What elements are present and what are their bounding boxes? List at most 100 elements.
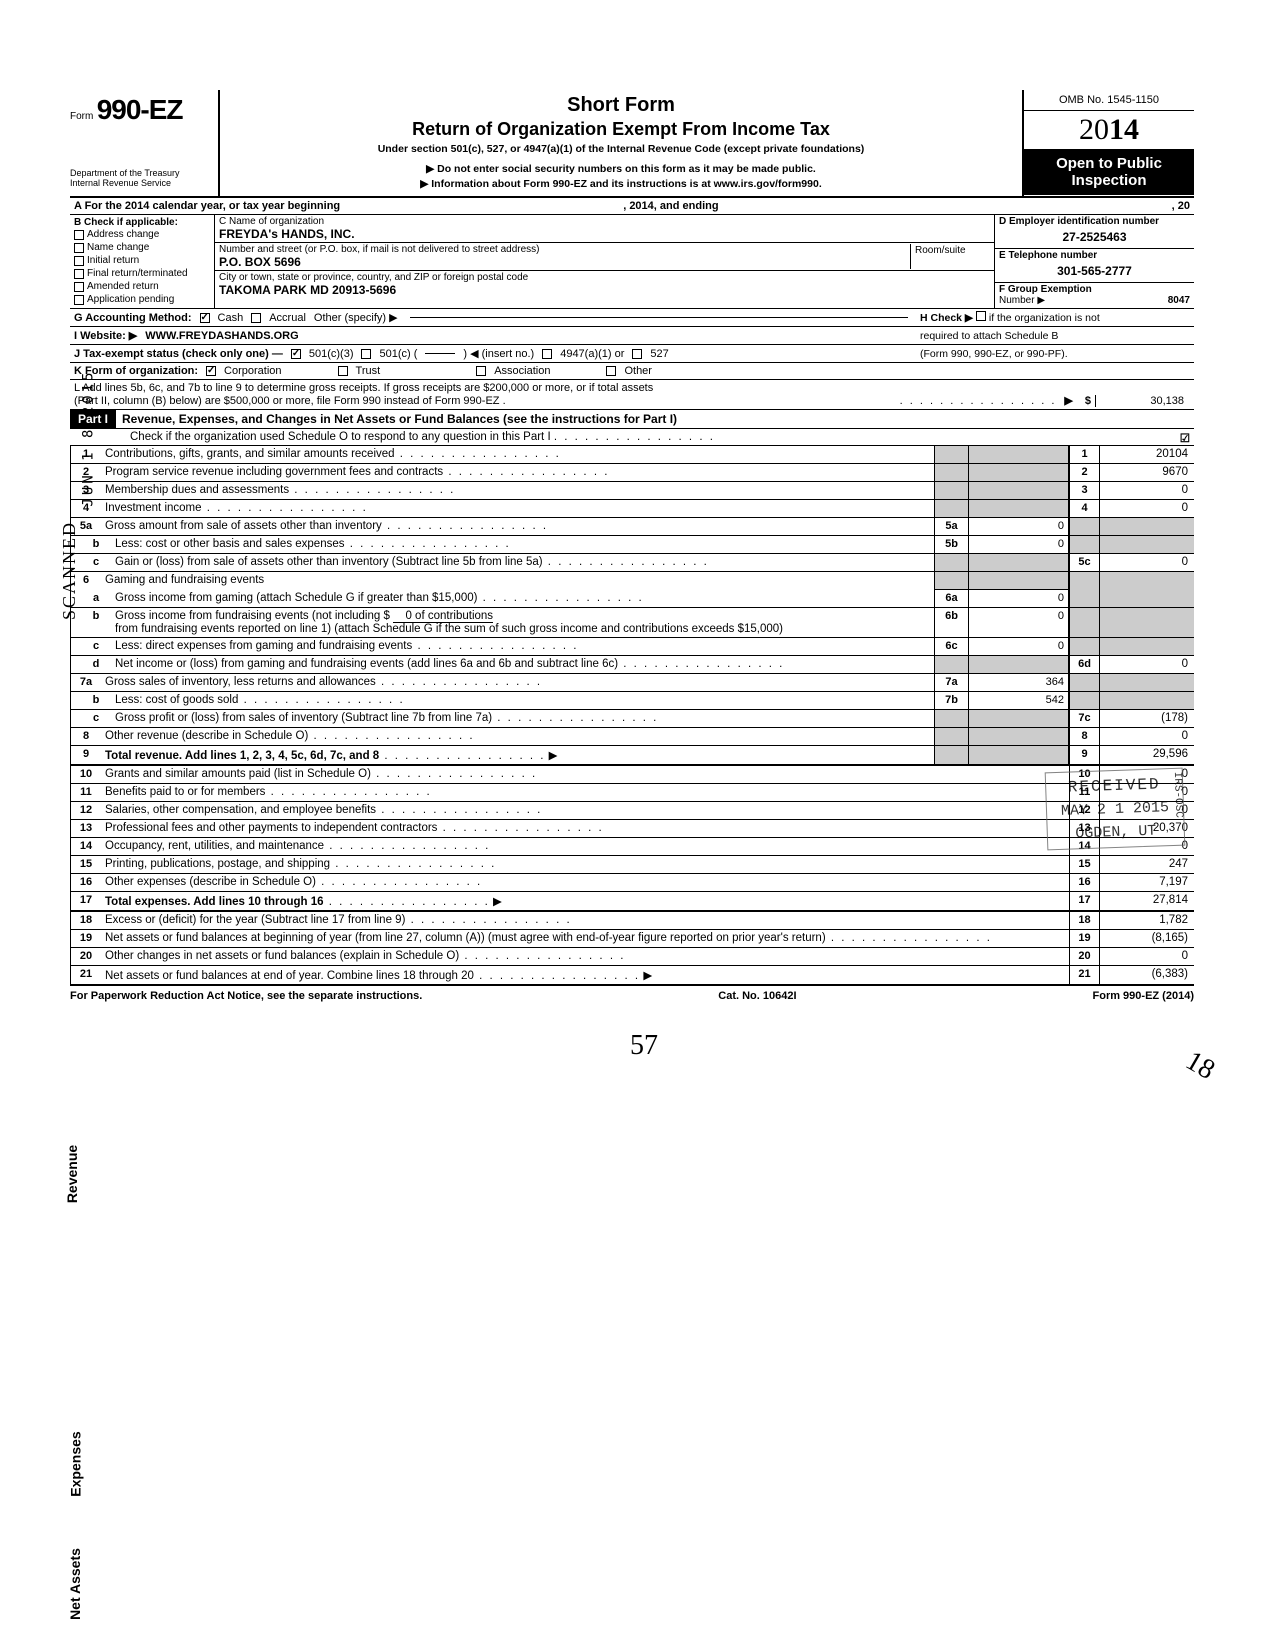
- num-12: 12: [71, 802, 101, 819]
- check-o-mark: ☑: [1180, 431, 1190, 445]
- line-16: 16 Other expenses (describe in Schedule …: [71, 874, 1194, 892]
- val-9: 29,596: [1099, 746, 1194, 764]
- line-6: 6 Gaming and fundraising events: [71, 572, 1194, 590]
- en-19: 19: [1069, 930, 1099, 947]
- check-o-text: Check if the organization used Schedule …: [130, 431, 551, 443]
- title-box: Short Form Return of Organization Exempt…: [220, 90, 1024, 196]
- line-11: 11 Benefits paid to or for members 11 0: [71, 784, 1194, 802]
- desc-5b: Less: cost or other basis and sales expe…: [115, 538, 345, 550]
- val-1: 20104: [1099, 446, 1194, 463]
- line-4: 4 Investment income 4 0: [71, 500, 1194, 518]
- check-other-org[interactable]: [606, 366, 616, 376]
- h-label: H Check ▶: [920, 312, 973, 324]
- desc-6d: Net income or (loss) from gaming and fun…: [115, 658, 618, 670]
- c-label-cell: C Name of organization FREYDA's HANDS, I…: [215, 215, 994, 243]
- phone-value: 301-565-2777: [999, 261, 1190, 281]
- desc-7c: Gross profit or (loss) from sales of inv…: [115, 712, 492, 724]
- desc-13: Professional fees and other payments to …: [105, 822, 437, 834]
- check-sched-b[interactable]: [976, 311, 986, 321]
- j-501c: 501(c) (: [379, 348, 417, 360]
- iv-7a: 364: [969, 674, 1069, 691]
- received-stamp: RECEIVED MAY 2 1 2015 OGDEN, UT IRS-OSC: [1045, 768, 1186, 851]
- en-21: 21: [1069, 966, 1099, 984]
- desc-15: Printing, publications, postage, and shi…: [105, 858, 330, 870]
- val-17: 27,814: [1099, 892, 1194, 910]
- check-final-return[interactable]: Final return/terminated: [74, 267, 210, 280]
- iv-5a: 0: [969, 518, 1069, 535]
- i-label: I Website: ▶: [74, 329, 137, 342]
- check-cash[interactable]: [200, 313, 210, 323]
- check-name-change[interactable]: Name change: [74, 241, 210, 254]
- check-initial-return[interactable]: Initial return: [74, 254, 210, 267]
- dept-line2: Internal Revenue Service: [70, 178, 204, 188]
- val-20: 0: [1099, 948, 1194, 965]
- line-i: I Website: ▶ WWW.FREYDASHANDS.ORG requir…: [70, 327, 1194, 345]
- desc-1: Contributions, gifts, grants, and simila…: [105, 448, 395, 460]
- val-6d: 0: [1099, 656, 1194, 673]
- check-527[interactable]: [632, 349, 642, 359]
- en-16: 16: [1069, 874, 1099, 891]
- check-address-change[interactable]: Address change: [74, 228, 210, 241]
- desc-19: Net assets or fund balances at beginning…: [105, 932, 826, 944]
- line-9: 9 Total revenue. Add lines 1, 2, 3, 4, 5…: [71, 746, 1194, 766]
- line-5b: b Less: cost or other basis and sales ex…: [71, 536, 1194, 554]
- en-7c: 7c: [1069, 710, 1099, 727]
- in-6b: 6b: [934, 608, 969, 637]
- val-15: 247: [1099, 856, 1194, 873]
- num-18: 18: [71, 912, 101, 929]
- omb-year-box: OMB No. 1545-1150 2014 Open to Public In…: [1024, 90, 1194, 196]
- line-15: 15 Printing, publications, postage, and …: [71, 856, 1194, 874]
- org-address: P.O. BOX 5696: [219, 255, 910, 269]
- num-6c: c: [71, 638, 111, 655]
- expenses-side-label: Expenses: [68, 1431, 84, 1496]
- desc-17: Total expenses. Add lines 10 through 16: [105, 896, 324, 908]
- val-21: (6,383): [1099, 966, 1194, 984]
- line-6a: a Gross income from gaming (attach Sched…: [71, 590, 1194, 608]
- check-assoc[interactable]: [476, 366, 486, 376]
- revenue-side-label: Revenue: [64, 1145, 80, 1203]
- desc-10: Grants and similar amounts paid (list in…: [105, 768, 371, 780]
- desc-14: Occupancy, rent, utilities, and maintena…: [105, 840, 324, 852]
- org-name: FREYDA's HANDS, INC.: [219, 227, 990, 241]
- val-19: (8,165): [1099, 930, 1194, 947]
- warn-info: ▶ Information about Form 990-EZ and its …: [230, 178, 1012, 190]
- in-5b: 5b: [934, 536, 969, 553]
- val-7c: (178): [1099, 710, 1194, 727]
- line-14: 14 Occupancy, rent, utilities, and maint…: [71, 838, 1194, 856]
- desc-6b: Gross income from fundraising events (no…: [115, 610, 390, 622]
- check-trust[interactable]: [338, 366, 348, 376]
- desc-7b: Less: cost of goods sold: [115, 694, 238, 706]
- check-501c[interactable]: [361, 349, 371, 359]
- f-label: F Group Exemption: [999, 284, 1190, 295]
- check-4947[interactable]: [542, 349, 552, 359]
- num-20: 20: [71, 948, 101, 965]
- city-row: City or town, state or province, country…: [215, 271, 994, 298]
- l-arrow: ▶: [1056, 394, 1080, 407]
- check-accrual[interactable]: [251, 313, 261, 323]
- omb-number: OMB No. 1545-1150: [1024, 90, 1194, 111]
- short-form-title: Short Form: [230, 94, 1012, 117]
- identity-block: B Check if applicable: Address change Na…: [70, 215, 1194, 309]
- en-9: 9: [1069, 746, 1099, 764]
- part1-header-row: Part I Revenue, Expenses, and Changes in…: [70, 410, 1194, 429]
- form-number-box: Form 990-EZ Department of the Treasury I…: [70, 90, 220, 196]
- line-19: 19 Net assets or fund balances at beginn…: [71, 930, 1194, 948]
- line-17: 17 Total expenses. Add lines 10 through …: [71, 892, 1194, 912]
- room-suite: Room/suite: [910, 244, 990, 269]
- header-row: Form 990-EZ Department of the Treasury I…: [70, 90, 1194, 198]
- line-8: 8 Other revenue (describe in Schedule O)…: [71, 728, 1194, 746]
- check-amended[interactable]: Amended return: [74, 280, 210, 293]
- j-501c3: 501(c)(3): [309, 348, 354, 360]
- line-6d: d Net income or (loss) from gaming and f…: [71, 656, 1194, 674]
- e-label: E Telephone number: [999, 250, 1190, 261]
- desc-7a: Gross sales of inventory, less returns a…: [105, 676, 376, 688]
- check-501c3[interactable]: [291, 349, 301, 359]
- en-20: 20: [1069, 948, 1099, 965]
- j-4947: 4947(a)(1) or: [560, 348, 624, 360]
- check-corp[interactable]: [206, 366, 216, 376]
- line-3: 3 Membership dues and assessments 3 0: [71, 482, 1194, 500]
- g-label: G Accounting Method:: [74, 312, 192, 324]
- desc-16: Other expenses (describe in Schedule O): [105, 876, 316, 888]
- check-pending[interactable]: Application pending: [74, 293, 210, 306]
- org-city: TAKOMA PARK MD 20913-5696: [219, 283, 990, 297]
